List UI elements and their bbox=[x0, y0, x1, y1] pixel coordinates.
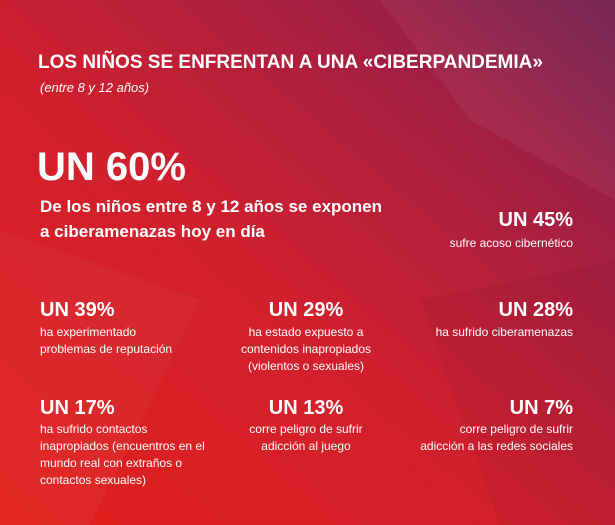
stat-line: corre peligro de sufrir bbox=[249, 422, 362, 436]
main-headline: UN 60% bbox=[37, 145, 186, 189]
stat-line: (violentos o sexuales) bbox=[248, 359, 364, 373]
stat-line: ha estado expuesto a bbox=[249, 325, 364, 339]
stat-line: ha experimentado bbox=[40, 325, 136, 339]
subtitle: (entre 8 y 12 años) bbox=[40, 80, 149, 95]
stat-headline: UN 7% bbox=[510, 397, 574, 419]
stat-line: sufre acoso cibernético bbox=[450, 236, 574, 250]
stat-line: adicción a las redes sociales bbox=[420, 439, 573, 453]
stat-line: problemas de reputación bbox=[40, 342, 172, 356]
stat-line: contactos sexuales) bbox=[40, 473, 146, 487]
stat-line: mundo real con extraños o bbox=[40, 456, 182, 470]
decor-shape bbox=[0, 230, 200, 525]
stat-headline: UN 29% bbox=[269, 299, 344, 321]
main-line: a ciberamenazas hoy en día bbox=[40, 222, 265, 241]
stat-line: contenidos inapropiados bbox=[241, 342, 371, 356]
decor-shape bbox=[380, 0, 615, 200]
stat-line: corre peligro de sufrir bbox=[460, 422, 573, 436]
stat-line: ha sufrido contactos bbox=[40, 422, 147, 436]
stat-headline: UN 13% bbox=[269, 397, 344, 419]
title: LOS NIÑOS SE ENFRENTAN A UNA «CIBERPANDE… bbox=[38, 51, 543, 73]
stat-headline: UN 28% bbox=[499, 299, 574, 321]
stat-headline: UN 39% bbox=[40, 299, 115, 321]
stat-headline: UN 45% bbox=[499, 209, 574, 231]
decor-shape bbox=[420, 260, 615, 525]
stat-headline: UN 17% bbox=[40, 397, 115, 419]
stat-line: adicción al juego bbox=[261, 439, 351, 453]
main-line: De los niños entre 8 y 12 años se expone… bbox=[40, 197, 382, 216]
stat-line: ha sufrido ciberamenazas bbox=[436, 325, 573, 339]
stat-line: inapropiados (encuentros en el bbox=[40, 439, 205, 453]
